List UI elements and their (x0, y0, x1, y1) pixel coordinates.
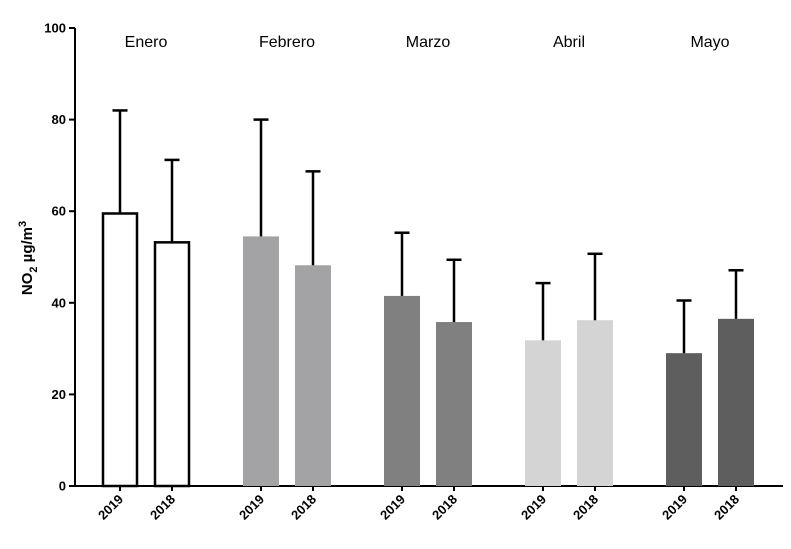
bar (384, 295, 420, 486)
y-tick-label: 80 (52, 112, 66, 127)
month-label: Marzo (406, 34, 451, 51)
bar (295, 265, 331, 486)
y-axis-label: NO2 µg/m3 (17, 221, 40, 295)
x-tick-label: 2019 (95, 492, 126, 523)
y-tick-label: 20 (52, 387, 66, 402)
bar (525, 340, 561, 486)
month-label: Mayo (690, 34, 729, 51)
bar (436, 322, 472, 486)
bar (153, 241, 191, 488)
x-axis (75, 485, 783, 491)
y-axis: 0 20 40 60 80 100 (44, 21, 76, 494)
bar (577, 320, 613, 486)
month-label: Enero (125, 34, 168, 51)
bar (718, 318, 754, 486)
category-labels: 2019 2018 2019 2018 2019 2018 2019 2018 2019 2018 (95, 492, 742, 523)
y-tick-label: 40 (52, 295, 66, 310)
month-label: Abril (553, 34, 585, 51)
x-tick-label: 2018 (711, 492, 742, 523)
month-labels: Enero Febrero Marzo Abril Mayo (125, 34, 730, 51)
bars (101, 212, 754, 488)
x-tick-label: 2018 (570, 492, 601, 523)
x-tick-label: 2019 (659, 492, 690, 523)
y-tick-label: 0 (59, 479, 66, 494)
bar (666, 353, 702, 486)
x-tick-label: 2019 (377, 492, 408, 523)
y-tick-label: 60 (52, 204, 66, 219)
x-tick-label: 2019 (236, 492, 267, 523)
error-bars (112, 109, 744, 354)
bar (243, 236, 279, 486)
bar (101, 212, 139, 488)
y-tick-label: 100 (44, 21, 66, 36)
x-tick-label: 2019 (518, 492, 549, 523)
x-tick-label: 2018 (288, 492, 319, 523)
x-tick-label: 2018 (429, 492, 460, 523)
month-label: Febrero (259, 34, 315, 51)
x-tick-label: 2018 (147, 492, 178, 523)
